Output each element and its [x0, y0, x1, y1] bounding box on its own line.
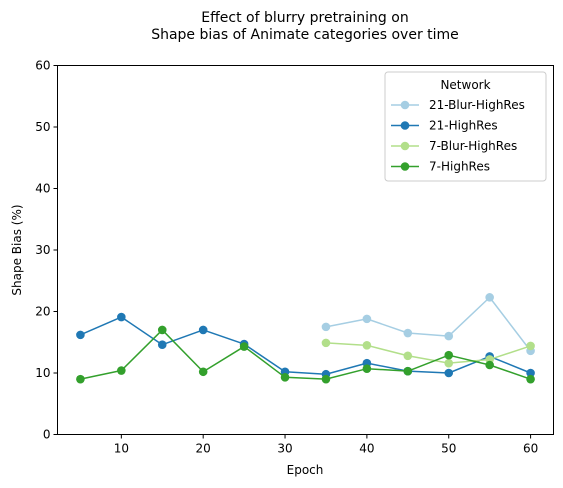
- legend-swatch-marker: [400, 100, 410, 110]
- series-7-blur-highres: [321, 338, 535, 368]
- data-point: [403, 366, 413, 376]
- data-point: [362, 341, 372, 350]
- data-point: [444, 358, 454, 368]
- data-point: [198, 325, 208, 335]
- y-tick-label: 10: [35, 366, 50, 380]
- data-point: [117, 366, 126, 375]
- x-tick-label: 40: [359, 442, 374, 456]
- data-point: [76, 330, 85, 340]
- legend-box: [384, 71, 547, 182]
- data-point: [485, 360, 494, 370]
- y-axis-label: Shape Bias (%): [10, 204, 24, 295]
- series-line: [80, 316, 531, 375]
- data-point: [444, 350, 454, 360]
- series-layer: [76, 293, 535, 384]
- legend-swatch-marker: [400, 121, 410, 130]
- series-line: [80, 329, 531, 380]
- data-point: [403, 351, 413, 361]
- data-point: [198, 367, 208, 377]
- x-tick-label: 20: [196, 442, 211, 456]
- y-tick-label: 50: [35, 120, 50, 134]
- y-axis: 0 10 20 30 40 50 60: [35, 59, 58, 442]
- legend-entry-7-highres: 7-HighRes: [391, 160, 490, 174]
- chart-title-line1: Effect of blurry pretraining on: [201, 10, 408, 26]
- data-point: [321, 322, 331, 332]
- data-point: [444, 331, 454, 341]
- x-tick-label: 30: [277, 442, 292, 456]
- data-point: [444, 368, 454, 378]
- x-tick-label: 50: [441, 442, 456, 456]
- legend-label: 7-Blur-HighRes: [429, 139, 517, 153]
- y-tick-label: 60: [35, 59, 50, 73]
- chart-title-line2: Shape bias of Animate categories over ti…: [151, 27, 459, 43]
- series-line: [325, 342, 531, 364]
- data-point: [362, 364, 372, 373]
- legend-label: 21-HighRes: [429, 119, 498, 133]
- x-tick-label: 60: [523, 442, 538, 456]
- data-point: [280, 373, 290, 382]
- y-tick-label: 0: [43, 428, 51, 442]
- data-point: [117, 312, 126, 322]
- data-point: [321, 338, 331, 348]
- y-tick-label: 20: [35, 305, 50, 319]
- legend-entry-7-blur-highres: 7-Blur-HighRes: [391, 139, 517, 153]
- x-axis-label: Epoch: [287, 463, 324, 477]
- data-point: [403, 328, 413, 338]
- legend-swatch-marker: [400, 141, 410, 151]
- y-tick-label: 30: [35, 243, 50, 257]
- data-point: [239, 342, 249, 351]
- legend-title: Network: [440, 78, 490, 92]
- data-point: [485, 293, 494, 302]
- legend-swatch-marker: [400, 162, 410, 171]
- data-point: [362, 314, 372, 324]
- legend: Network 21-Blur-HighRes 21-HighRes 7-Blur-H…: [384, 71, 547, 182]
- series-7-highres: [76, 325, 535, 384]
- x-tick-label: 10: [114, 442, 129, 456]
- series-21-highres: [76, 312, 535, 379]
- series-21-blur-highres: [321, 293, 535, 356]
- data-point: [526, 368, 535, 378]
- data-point: [157, 340, 167, 350]
- data-point: [157, 325, 167, 335]
- data-point: [76, 374, 85, 384]
- legend-label: 21-Blur-HighRes: [429, 98, 525, 112]
- data-point: [526, 374, 535, 384]
- legend-label: 7-HighRes: [429, 160, 490, 174]
- legend-entry-21-blur-highres: 21-Blur-HighRes: [391, 98, 525, 112]
- x-axis: 10 20 30 40 50 60: [114, 434, 538, 456]
- data-point: [321, 374, 331, 384]
- data-point: [526, 341, 535, 351]
- series-line: [325, 296, 532, 352]
- legend-entry-21-highres: 21-HighRes: [391, 119, 498, 133]
- y-tick-label: 40: [35, 182, 50, 196]
